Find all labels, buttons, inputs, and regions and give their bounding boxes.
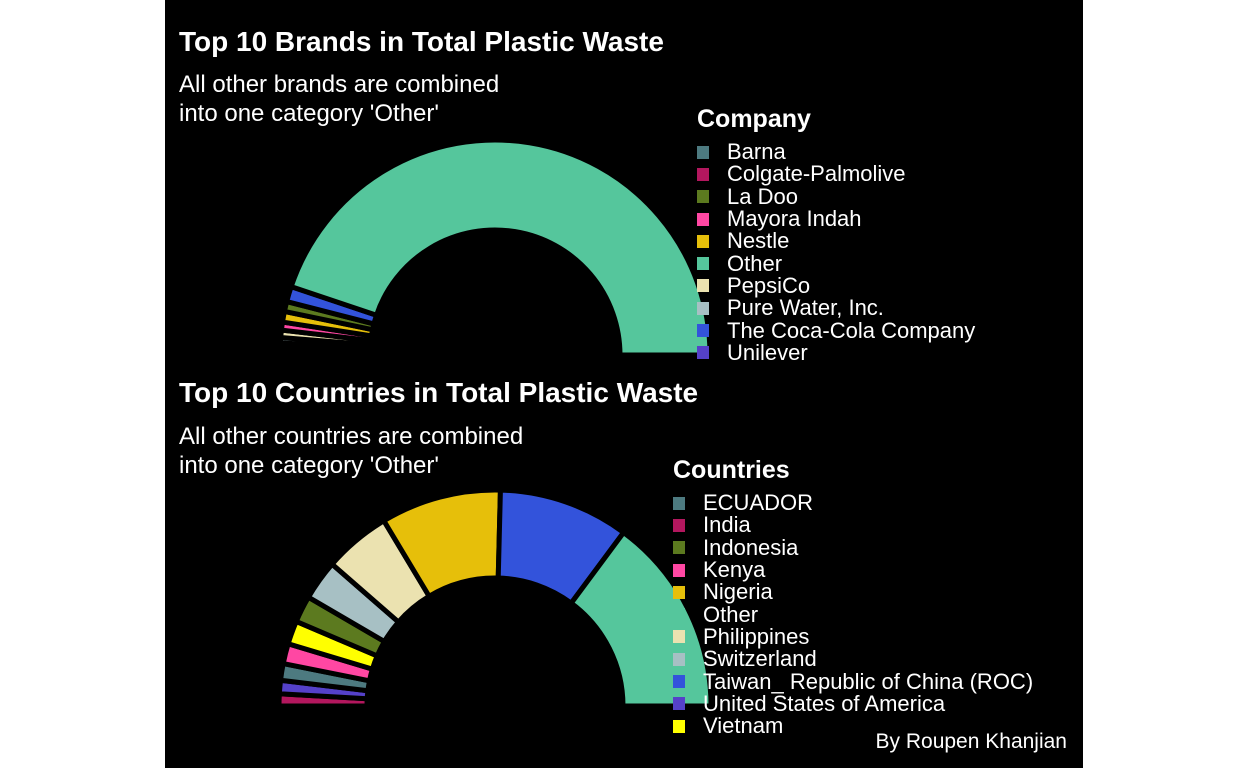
- countries-legend-label-switzerland: Switzerland: [703, 646, 817, 672]
- brands-legend-label-the-coca-cola-company: The Coca-Cola Company: [727, 317, 976, 343]
- countries-legend-swatch-nigeria: [673, 585, 685, 599]
- countries-legend-label-other: Other: [703, 601, 759, 627]
- countries-legend-label-vietnam: Vietnam: [703, 713, 784, 739]
- brands-legend-item-pure-water-inc: Pure Water, Inc.: [697, 297, 975, 319]
- countries-legend-swatch-indonesia: [673, 541, 685, 555]
- brands-legend-item-mayora-indah: Mayora Indah: [697, 208, 975, 230]
- countries-legend-swatch-kenya: [673, 563, 685, 577]
- brands-legend-label-unilever: Unilever: [727, 339, 808, 365]
- brands-legend-swatch-nestle: [697, 234, 709, 248]
- brands-legend-title: Company: [697, 105, 811, 133]
- countries-legend-label-taiwan-republic-of-china-roc: Taiwan_ Republic of China (ROC): [703, 668, 1034, 694]
- brands-legend-item-the-coca-cola-company: The Coca-Cola Company: [697, 319, 975, 341]
- countries-legend-item-vietnam: Vietnam: [673, 715, 1033, 737]
- countries-legend-item-kenya: Kenya: [673, 559, 1033, 581]
- brands-legend-items: Barna Colgate-Palmolive La Doo Mayora Indah…: [697, 141, 975, 364]
- brands-legend-label-la-doo: La Doo: [727, 183, 798, 209]
- countries-legend-item-indonesia: Indonesia: [673, 534, 1033, 560]
- brands-legend-label-barna: Barna: [727, 139, 786, 165]
- brands-legend-item-pepsico: PepsiCo: [697, 272, 975, 298]
- countries-legend-swatch-vietnam: [673, 719, 685, 733]
- countries-legend-item-philippines: Philippines: [673, 623, 1033, 649]
- brands-half-donut-chart: [277, 137, 713, 358]
- countries-legend-item-nigeria: Nigeria: [673, 581, 1033, 603]
- brands-legend-label-pepsico: PepsiCo: [727, 272, 811, 298]
- brands-legend-swatch-la-doo: [697, 190, 709, 204]
- brands-legend-item-colgate-palmolive: Colgate-Palmolive: [697, 163, 975, 185]
- brands-legend-item-unilever: Unilever: [697, 339, 975, 365]
- countries-legend-label-india: India: [703, 512, 751, 538]
- brands-legend-item-la-doo: La Doo: [697, 183, 975, 209]
- countries-legend-item-india: India: [673, 514, 1033, 536]
- brands-legend: Company Barna Colgate-Palmolive La Doo Mayo…: [697, 104, 975, 364]
- countries-legend-swatch-switzerland: [673, 652, 685, 666]
- countries-legend-swatch-ecuador: [673, 496, 685, 510]
- brands-legend-item-other: Other: [697, 252, 975, 274]
- author-caption: By Roupen Khanjian: [875, 730, 1067, 753]
- brands-chart-title: Top 10 Brands in Total Plastic Waste: [179, 26, 664, 57]
- brands-legend-swatch-pure-water-inc: [697, 301, 709, 315]
- countries-legend-swatch-india: [673, 518, 685, 532]
- chart-canvas: Top 10 Brands in Total Plastic Waste All…: [165, 0, 1083, 768]
- brands-legend-label-nestle: Nestle: [727, 228, 790, 254]
- countries-legend: Countries ECUADOR India Indonesia Kenya Nige…: [673, 455, 1033, 737]
- countries-legend-item-switzerland: Switzerland: [673, 648, 1033, 670]
- countries-legend-label-indonesia: Indonesia: [703, 534, 799, 560]
- countries-legend-items: ECUADOR India Indonesia Kenya Nigeria Other Ph…: [673, 492, 1033, 737]
- brands-legend-item-barna: Barna: [697, 141, 975, 163]
- countries-legend-item-united-states-of-america: United States of America: [673, 690, 1033, 716]
- brands-legend-swatch-colgate-palmolive: [697, 167, 709, 181]
- brands-chart-subtitle-line-2: into one category 'Other': [179, 100, 439, 127]
- brands-legend-swatch-mayora-indah: [697, 212, 709, 226]
- countries-legend-label-ecuador: ECUADOR: [703, 490, 814, 516]
- countries-legend-item-taiwan-republic-of-china-roc: Taiwan_ Republic of China (ROC): [673, 670, 1033, 692]
- brands-legend-label-other: Other: [727, 250, 783, 276]
- countries-legend-swatch-united-states-of-america: [673, 697, 685, 711]
- countries-legend-swatch-philippines: [673, 630, 685, 644]
- countries-legend-label-kenya: Kenya: [703, 557, 766, 583]
- brands-legend-swatch-the-coca-cola-company: [697, 324, 709, 338]
- countries-legend-item-ecuador: ECUADOR: [673, 492, 1033, 514]
- brands-legend-label-colgate-palmolive: Colgate-Palmolive: [727, 161, 906, 187]
- countries-chart-subtitle-line-1: All other countries are combined: [179, 423, 524, 450]
- brands-legend-swatch-barna: [697, 145, 709, 159]
- countries-legend-swatch-taiwan-republic-of-china-roc: [673, 675, 685, 689]
- brands-legend-swatch-unilever: [697, 346, 709, 360]
- countries-chart-subtitle-line-2: into one category 'Other': [179, 452, 439, 479]
- countries-legend-label-nigeria: Nigeria: [703, 579, 773, 605]
- brands-legend-label-pure-water-inc: Pure Water, Inc.: [727, 295, 884, 321]
- brands-legend-swatch-pepsico: [697, 279, 709, 293]
- brands-legend-item-nestle: Nestle: [697, 230, 975, 252]
- brands-legend-label-mayora-indah: Mayora Indah: [727, 206, 862, 232]
- countries-legend-item-other: Other: [673, 603, 1033, 625]
- brands-legend-swatch-other: [697, 257, 709, 271]
- countries-legend-title: Countries: [673, 456, 790, 484]
- countries-chart-title: Top 10 Countries in Total Plastic Waste: [179, 377, 699, 408]
- countries-legend-label-philippines: Philippines: [703, 623, 810, 649]
- countries-legend-label-united-states-of-america: United States of America: [703, 690, 946, 716]
- countries-legend-swatch-other: [673, 608, 685, 622]
- brands-chart-subtitle-line-1: All other brands are combined: [179, 71, 500, 98]
- countries-half-donut-chart: [276, 487, 714, 709]
